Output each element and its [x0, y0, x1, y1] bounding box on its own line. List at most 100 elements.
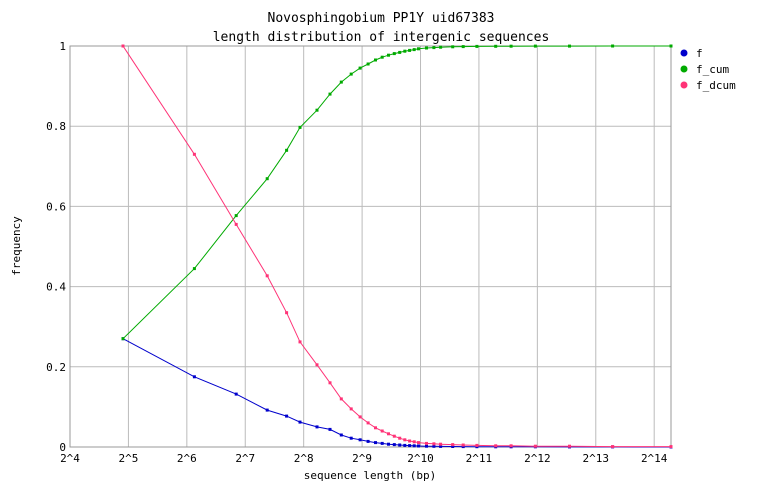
data-point-f-cum — [192, 267, 196, 271]
data-point-f-cum — [669, 44, 673, 48]
data-point-f-cum — [234, 214, 238, 218]
data-point-f — [412, 444, 416, 448]
data-point-f-cum — [412, 48, 416, 52]
data-point-f — [339, 433, 343, 437]
data-point-f-cum — [403, 49, 407, 53]
data-point-f-dcum — [398, 436, 402, 440]
data-point-f-cum — [358, 66, 362, 70]
data-point-f-dcum — [509, 444, 513, 448]
data-point-f-cum — [408, 48, 412, 52]
data-point-f-dcum — [432, 442, 436, 446]
data-point-f-cum — [432, 46, 436, 50]
data-point-f-cum — [392, 52, 396, 56]
data-point-f-cum — [374, 58, 377, 62]
legend-marker-f — [680, 49, 688, 57]
data-point-f — [315, 425, 319, 429]
data-point-f — [451, 445, 455, 448]
y-tick-label: 0 — [59, 441, 66, 454]
data-point-f-dcum — [425, 441, 428, 445]
data-point-f-dcum — [328, 381, 332, 385]
plot-frame — [69, 45, 672, 448]
data-point-f-dcum — [412, 440, 416, 444]
data-point-f-dcum — [121, 44, 125, 48]
data-point-f-dcum — [451, 443, 455, 447]
data-point-f — [387, 442, 390, 446]
data-point-f — [398, 443, 402, 447]
x-tick-label: 2^12 — [524, 452, 551, 465]
data-point-f-dcum — [358, 415, 362, 419]
series-layer — [121, 44, 673, 449]
data-point-f-dcum — [192, 152, 196, 156]
y-tick-label: 0.4 — [46, 281, 66, 294]
data-point-f — [374, 441, 377, 445]
data-point-f-dcum — [417, 441, 420, 445]
x-tick-label: 2^5 — [118, 452, 138, 465]
data-point-f — [461, 445, 465, 449]
data-point-f-cum — [509, 44, 513, 48]
legend-marker-f-cum — [680, 65, 688, 73]
x-tick-label: 2^10 — [407, 452, 434, 465]
data-point-f — [349, 436, 353, 440]
data-point-f — [425, 444, 428, 448]
data-point-f — [234, 392, 238, 396]
data-point-f-cum — [439, 45, 443, 49]
x-tick-label: 2^14 — [641, 452, 668, 465]
x-tick-label: 2^7 — [235, 452, 255, 465]
data-point-f — [392, 443, 396, 447]
data-point-f-cum — [121, 337, 125, 341]
x-tick-label: 2^4 — [60, 452, 80, 465]
y-tick-labels: 0 0.2 0.4 0.6 0.8 1 — [46, 40, 66, 454]
data-point-f-dcum — [285, 311, 289, 315]
data-point-f-dcum — [611, 445, 615, 449]
data-point-f-dcum — [533, 444, 537, 448]
chart-title-line-1: Novosphingobium PP1Y uid67383 — [268, 11, 495, 26]
data-point-f-dcum — [380, 429, 384, 433]
x-tick-label: 2^11 — [466, 452, 493, 465]
data-point-f — [403, 443, 407, 447]
x-tick-label: 2^6 — [177, 452, 197, 465]
data-point-f-dcum — [349, 407, 353, 411]
legend-label-f: f — [696, 47, 703, 60]
data-point-f-dcum — [568, 444, 571, 448]
data-point-f-cum — [494, 44, 498, 48]
data-point-f — [285, 414, 289, 418]
data-point-f — [358, 438, 362, 442]
data-point-f-dcum — [374, 426, 377, 430]
data-point-f — [408, 444, 412, 448]
data-point-f-cum — [568, 44, 571, 48]
data-point-f-cum — [387, 53, 390, 57]
legend: f f_cum f_dcum — [680, 47, 736, 92]
y-tick-label: 0.2 — [46, 361, 66, 374]
data-point-f — [439, 444, 443, 448]
data-point-f-cum — [611, 44, 615, 48]
data-point-f — [366, 439, 370, 443]
data-point-f-cum — [339, 80, 343, 84]
data-point-f-dcum — [403, 438, 407, 442]
data-point-f-cum — [265, 177, 269, 181]
data-point-f-dcum — [315, 363, 319, 367]
series-f-cum — [121, 44, 673, 341]
x-tick-label: 2^8 — [294, 452, 314, 465]
data-point-f-dcum — [461, 443, 465, 447]
data-point-f-dcum — [494, 444, 498, 448]
chart-title-line-2: length distribution of intergenic sequen… — [213, 30, 550, 45]
x-tick-labels: 2^4 2^5 2^6 2^7 2^8 2^9 2^10 2^11 2^12 2^13 2^14 — [60, 452, 668, 465]
data-point-f-cum — [380, 55, 384, 59]
y-axis-label: frequency — [10, 216, 23, 276]
data-point-f-dcum — [387, 432, 390, 436]
data-point-f-dcum — [669, 445, 673, 449]
x-tick-label: 2^13 — [583, 452, 610, 465]
data-point-f-dcum — [408, 439, 412, 443]
x-axis-label: sequence length (bp) — [304, 469, 436, 482]
data-point-f-cum — [315, 108, 319, 112]
data-point-f-cum — [366, 62, 370, 66]
data-point-f-dcum — [392, 434, 396, 438]
data-point-f-cum — [533, 44, 537, 48]
data-point-f-cum — [461, 45, 465, 49]
data-point-f-cum — [425, 46, 428, 50]
x-tick-label: 2^9 — [352, 452, 372, 465]
series-f-dcum — [121, 44, 673, 449]
data-point-f — [417, 444, 420, 448]
